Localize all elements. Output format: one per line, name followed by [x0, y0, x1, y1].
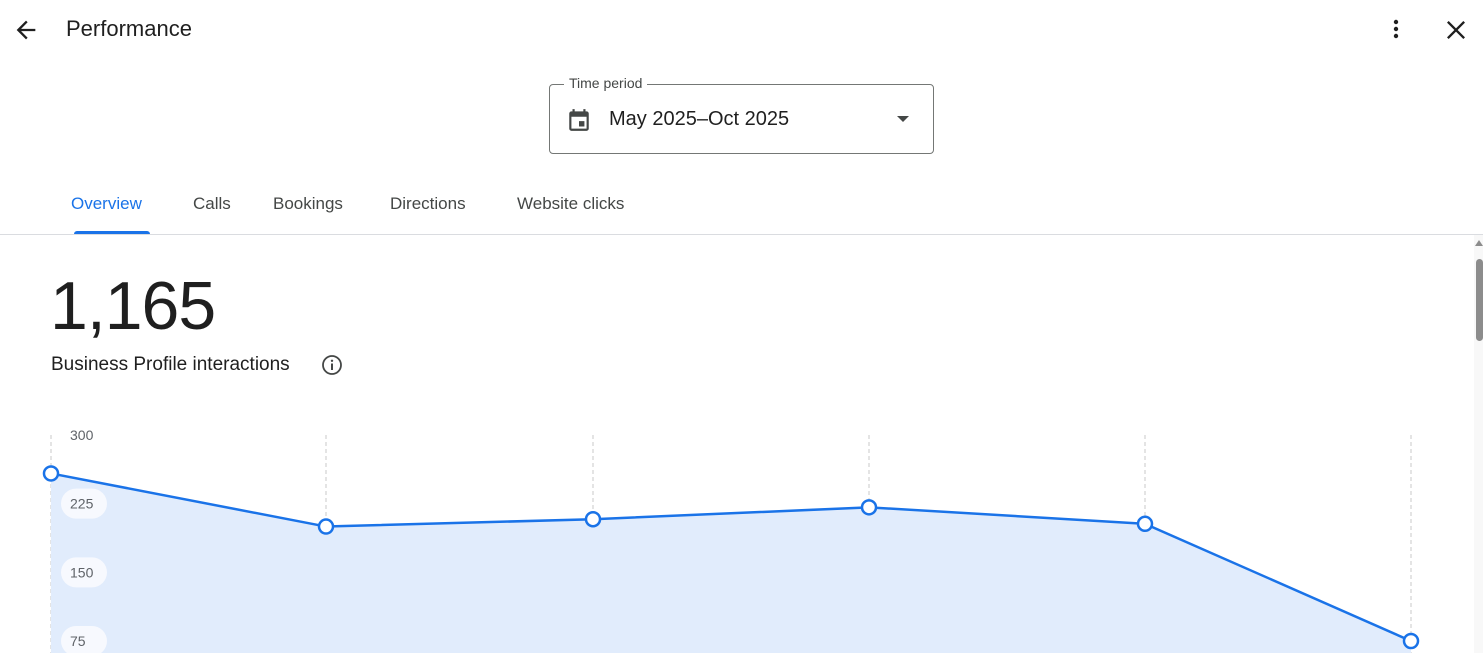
y-tick-pill — [61, 626, 107, 653]
y-tick-label: 75 — [70, 633, 86, 649]
info-icon[interactable] — [320, 353, 344, 377]
area-fill — [51, 473, 1411, 653]
overview-content: 1,165 Business Profile interactions 300 2… — [0, 235, 1474, 653]
top-bar: Performance — [0, 0, 1483, 60]
tab-bookings[interactable]: Bookings — [273, 194, 343, 213]
data-point — [42, 465, 60, 482]
scrollbar-thumb[interactable] — [1476, 259, 1483, 341]
tab-calls[interactable]: Calls — [193, 194, 231, 213]
time-period-label: Time period — [564, 75, 648, 91]
more-vert-icon[interactable] — [1384, 16, 1408, 44]
tab-directions[interactable]: Directions — [390, 194, 466, 213]
data-point — [1136, 515, 1154, 533]
y-tick-label: 225 — [70, 496, 94, 512]
series-line — [50, 472, 1412, 643]
tab-bar: Overview Calls Bookings Directions Websi… — [0, 180, 1483, 235]
y-tick-pill — [61, 488, 107, 519]
y-tick-label: 150 — [70, 564, 94, 580]
arrow-back-icon[interactable] — [12, 16, 40, 44]
scroll-up-icon[interactable] — [1475, 240, 1483, 246]
data-point — [584, 510, 602, 528]
time-period-value: May 2025–Oct 2025 — [609, 108, 790, 130]
active-tab-indicator — [74, 231, 150, 234]
dropdown-caret-icon — [897, 116, 909, 122]
tab-overview[interactable]: Overview — [71, 194, 142, 213]
scrollbar[interactable] — [1474, 235, 1483, 653]
tab-website-clicks[interactable]: Website clicks — [517, 194, 625, 213]
data-point — [860, 499, 878, 516]
close-icon[interactable] — [1442, 16, 1470, 44]
total-interactions: 1,165 — [50, 268, 216, 344]
time-period-select[interactable]: Time period May 2025–Oct 2025 — [549, 75, 934, 154]
calendar-icon — [569, 109, 589, 131]
y-tick-label: 300 — [70, 427, 94, 443]
data-point — [1402, 632, 1420, 650]
data-point — [317, 518, 335, 535]
y-tick-pill — [61, 557, 107, 588]
page-title: Performance — [66, 16, 192, 41]
metric-label: Business Profile interactions — [51, 354, 290, 375]
interactions-chart: 300 225 150 75 — [42, 427, 1420, 653]
